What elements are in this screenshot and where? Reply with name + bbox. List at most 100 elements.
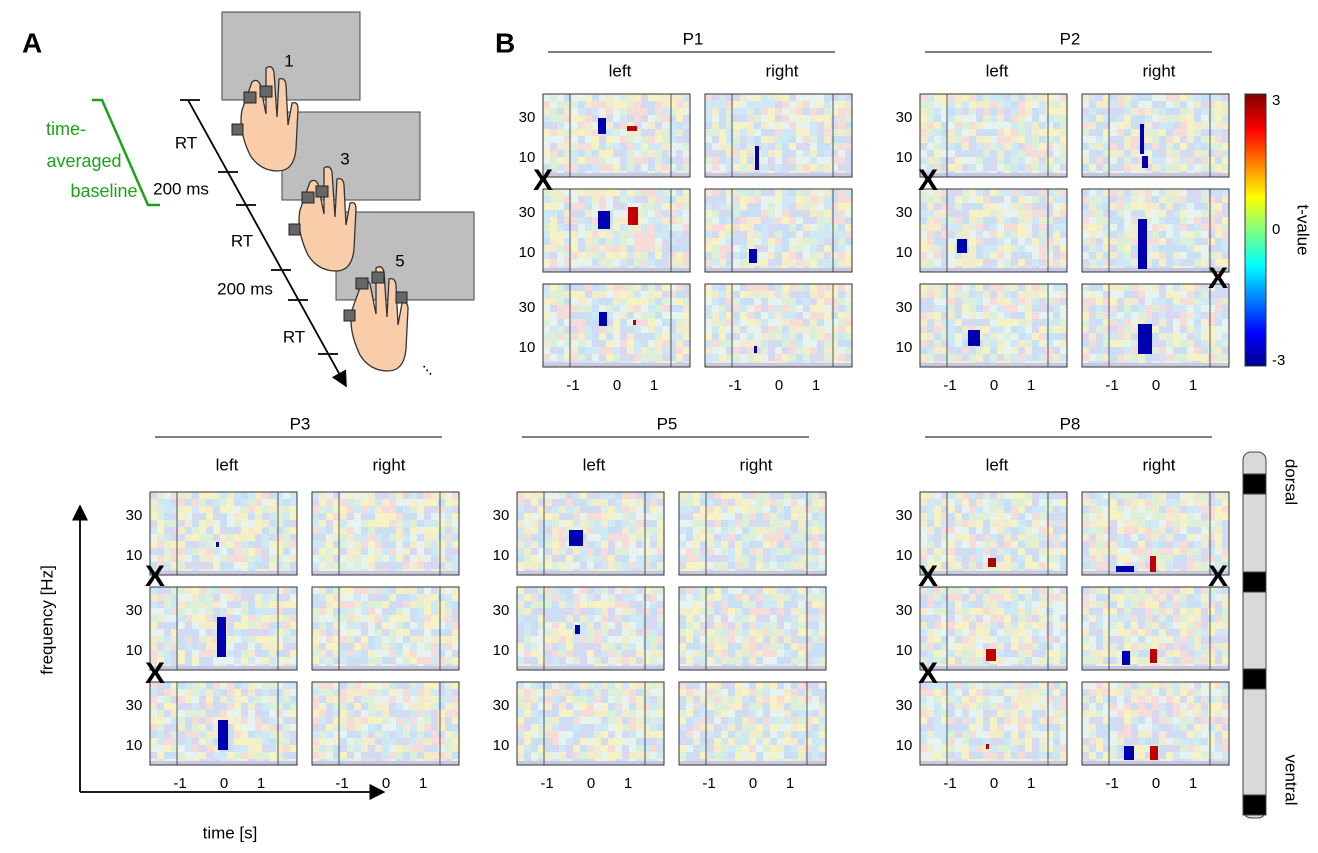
map-cell bbox=[552, 499, 559, 506]
map-cell bbox=[1117, 291, 1124, 298]
map-cell bbox=[1138, 305, 1145, 312]
map-cell bbox=[662, 136, 669, 143]
map-cell bbox=[990, 333, 997, 340]
map-cell bbox=[571, 252, 578, 259]
map-cell bbox=[976, 245, 983, 252]
map-cell bbox=[920, 340, 927, 347]
map-cell bbox=[550, 196, 557, 203]
map-cell bbox=[733, 189, 740, 196]
map-cell bbox=[1180, 333, 1187, 340]
map-cell bbox=[543, 129, 550, 136]
map-cell bbox=[354, 548, 361, 555]
map-cell bbox=[206, 506, 213, 513]
map-cell bbox=[1187, 312, 1194, 319]
map-cell bbox=[550, 291, 557, 298]
map-cell bbox=[1082, 326, 1089, 333]
map-cell bbox=[382, 548, 389, 555]
map-cell bbox=[1180, 94, 1187, 101]
map-cell bbox=[290, 615, 297, 622]
map-cell bbox=[1032, 143, 1039, 150]
map-cell bbox=[622, 499, 629, 506]
map-cell bbox=[312, 608, 319, 615]
map-cell bbox=[1096, 143, 1103, 150]
map-cell bbox=[962, 210, 969, 217]
x-tick-label: 0 bbox=[775, 377, 783, 394]
map-cell bbox=[389, 636, 396, 643]
map-cell bbox=[1124, 143, 1131, 150]
map-cell bbox=[712, 305, 719, 312]
map-cell bbox=[1201, 196, 1208, 203]
map-cell bbox=[669, 259, 676, 266]
map-cell bbox=[445, 643, 452, 650]
map-cell bbox=[1053, 298, 1060, 305]
map-cell bbox=[594, 513, 601, 520]
map-cell bbox=[347, 689, 354, 696]
map-cell bbox=[255, 629, 262, 636]
map-cell bbox=[1089, 122, 1096, 129]
map-cell bbox=[552, 555, 559, 562]
map-cell bbox=[227, 650, 234, 657]
map-cell bbox=[227, 703, 234, 710]
map-cell bbox=[1089, 203, 1096, 210]
map-cell bbox=[740, 196, 747, 203]
map-cell bbox=[241, 541, 248, 548]
map-cell bbox=[248, 682, 255, 689]
map-cell bbox=[641, 122, 648, 129]
map-cell bbox=[1053, 164, 1060, 171]
map-cell bbox=[248, 587, 255, 594]
map-cell bbox=[1011, 238, 1018, 245]
map-cell bbox=[1159, 340, 1166, 347]
map-floor bbox=[312, 571, 459, 575]
map-cell bbox=[1025, 143, 1032, 150]
map-cell bbox=[1124, 136, 1131, 143]
map-cell bbox=[1208, 115, 1215, 122]
map-cell bbox=[552, 541, 559, 548]
map-cell bbox=[747, 210, 754, 217]
map-cell bbox=[410, 689, 417, 696]
map-cell bbox=[1110, 298, 1117, 305]
map-cell bbox=[789, 164, 796, 171]
map-cell bbox=[824, 354, 831, 361]
map-cell bbox=[803, 298, 810, 305]
map-cell bbox=[1018, 231, 1025, 238]
map-cell bbox=[354, 643, 361, 650]
map-cell bbox=[824, 312, 831, 319]
map-cell bbox=[740, 291, 747, 298]
map-cell bbox=[1131, 340, 1138, 347]
map-cell bbox=[775, 291, 782, 298]
map-cell bbox=[997, 284, 1004, 291]
baseline-label: averaged bbox=[46, 151, 121, 171]
map-cell bbox=[1032, 312, 1039, 319]
map-cell bbox=[1201, 238, 1208, 245]
map-cell bbox=[683, 150, 690, 157]
map-cell bbox=[283, 548, 290, 555]
map-cell bbox=[648, 347, 655, 354]
map-cell bbox=[283, 703, 290, 710]
map-cell bbox=[585, 94, 592, 101]
map-cell bbox=[669, 108, 676, 115]
map-cell bbox=[578, 143, 585, 150]
map-cell bbox=[955, 136, 962, 143]
map-cell bbox=[983, 252, 990, 259]
map-cell bbox=[669, 157, 676, 164]
map-cell bbox=[164, 657, 171, 664]
map-cell bbox=[550, 115, 557, 122]
map-cell bbox=[361, 594, 368, 601]
map-cell bbox=[599, 157, 606, 164]
map-floor bbox=[920, 173, 1067, 177]
map-cell bbox=[1025, 129, 1032, 136]
map-cell bbox=[1011, 312, 1018, 319]
map-cell bbox=[150, 513, 157, 520]
map-cell bbox=[361, 682, 368, 689]
map-cell bbox=[1180, 129, 1187, 136]
map-cell bbox=[810, 319, 817, 326]
map-cell bbox=[613, 108, 620, 115]
map-cell bbox=[643, 548, 650, 555]
map-cell bbox=[396, 710, 403, 717]
map-cell bbox=[375, 710, 382, 717]
map-cell bbox=[255, 643, 262, 650]
map-cell bbox=[396, 541, 403, 548]
map-cell bbox=[1215, 231, 1222, 238]
map-cell bbox=[1018, 312, 1025, 319]
map-cell bbox=[585, 101, 592, 108]
